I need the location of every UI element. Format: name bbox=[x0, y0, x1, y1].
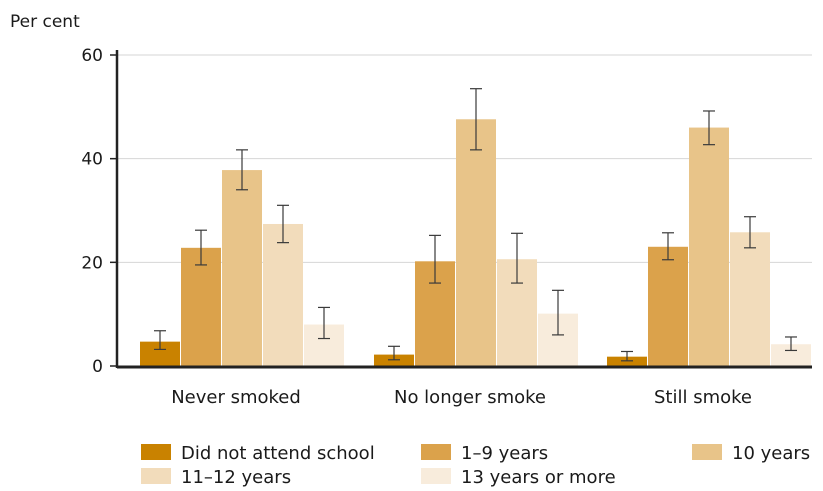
bar bbox=[222, 170, 262, 366]
bar bbox=[263, 223, 303, 366]
legend-swatch bbox=[692, 444, 722, 460]
category-label: Never smoked bbox=[171, 387, 301, 408]
bars bbox=[140, 119, 811, 366]
legend-swatch bbox=[141, 444, 171, 460]
y-tick-labels: 0 20 40 60 bbox=[81, 46, 103, 377]
legend-label: 11–12 years bbox=[181, 467, 291, 488]
bar bbox=[456, 119, 496, 366]
legend-label: 10 years bbox=[732, 443, 810, 464]
category-label: No longer smoke bbox=[394, 387, 546, 408]
error-bars bbox=[154, 88, 797, 362]
legend-swatch bbox=[421, 468, 451, 484]
axes bbox=[115, 50, 812, 369]
bar bbox=[730, 232, 770, 366]
category-label: Still smoke bbox=[654, 387, 752, 408]
legend-label: Did not attend school bbox=[181, 443, 375, 464]
legend-swatch bbox=[141, 468, 171, 484]
bar bbox=[181, 247, 221, 366]
y-tick-label: 60 bbox=[81, 46, 103, 66]
legend-label: 1–9 years bbox=[461, 443, 548, 464]
bar bbox=[648, 246, 688, 366]
legend-swatch bbox=[421, 444, 451, 460]
y-axis-label: Per cent bbox=[10, 12, 80, 32]
bar bbox=[689, 127, 729, 366]
legend-label: 13 years or more bbox=[461, 467, 616, 488]
bar bbox=[771, 344, 811, 366]
y-tick-label: 0 bbox=[92, 357, 103, 377]
y-tick-label: 20 bbox=[81, 253, 103, 273]
y-tick-label: 40 bbox=[81, 150, 103, 170]
category-labels: Never smoked No longer smoke Still smoke bbox=[171, 387, 752, 408]
legend: Did not attend school 1–9 years 10 years 11… bbox=[141, 443, 810, 488]
